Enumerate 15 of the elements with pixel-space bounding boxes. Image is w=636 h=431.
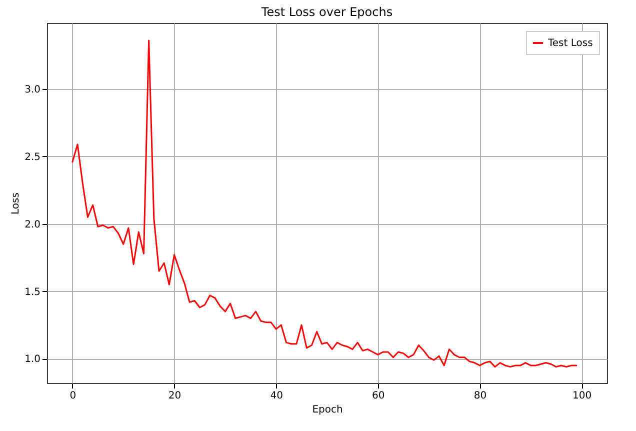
- y-tick-label: 1.5: [24, 286, 40, 298]
- x-tick-label: 80: [474, 390, 487, 402]
- x-tick-label: 40: [270, 390, 283, 402]
- x-tick-label: 0: [70, 390, 76, 402]
- x-tick-label: 60: [372, 390, 385, 402]
- x-axis-title: Epoch: [312, 404, 343, 416]
- x-tick-label: 100: [572, 390, 592, 402]
- y-axis-title: Loss: [10, 192, 22, 214]
- y-tick-label: 2.5: [24, 152, 40, 163]
- chart-title: Test Loss over Epochs: [260, 5, 393, 19]
- y-tick-label: 2.0: [24, 219, 40, 230]
- legend-label: Test Loss: [547, 38, 593, 49]
- x-tick-label: 20: [168, 390, 182, 402]
- y-tick-label: 3.0: [24, 84, 40, 96]
- y-tick-label: 1.0: [24, 354, 40, 366]
